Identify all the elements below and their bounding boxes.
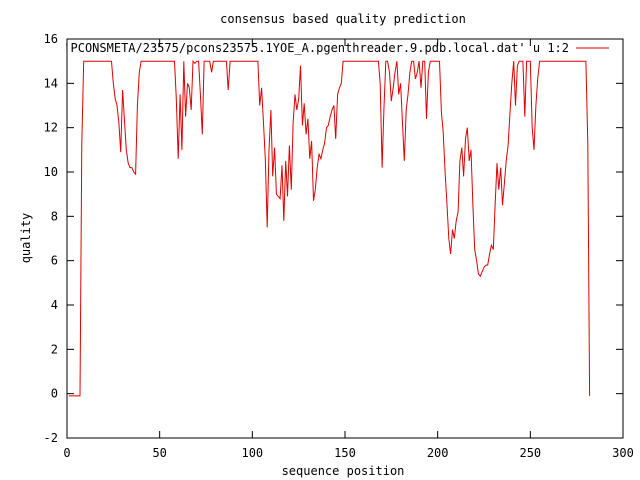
legend: 'PCONSMETA/23575/pcons23575.1YOE_A.pgent… <box>63 41 609 55</box>
y-tick-label: 16 <box>44 32 58 46</box>
series-line <box>68 59 591 397</box>
y-tick-label: 4 <box>51 298 58 312</box>
x-tick-label: 300 <box>612 446 634 460</box>
y-tick-label: 14 <box>44 76 58 90</box>
y-tick-label: -2 <box>44 431 58 445</box>
y-tick-label: 0 <box>51 387 58 401</box>
plot-frame <box>66 38 624 439</box>
y-tick-label: 10 <box>44 165 58 179</box>
chart-title: consensus based quality prediction <box>220 12 466 26</box>
x-tick-label: 250 <box>519 446 541 460</box>
y-axis-title: quality <box>19 213 33 264</box>
y-tick-label: 2 <box>51 342 58 356</box>
x-tick-label: 100 <box>241 446 263 460</box>
y-tick-label: 6 <box>51 254 58 268</box>
y-tick-label: 12 <box>44 121 58 135</box>
x-tick-label: 0 <box>63 446 70 460</box>
y-tick-label: 8 <box>51 209 58 223</box>
series-layer <box>68 59 591 397</box>
x-tick-label: 150 <box>334 446 356 460</box>
x-axis: 0 50 100 150 200 250 300 <box>63 39 634 460</box>
y-axis: -2 0 2 4 6 8 10 12 14 16 <box>44 32 623 445</box>
x-axis-title: sequence position <box>282 464 405 478</box>
x-tick-label: 50 <box>152 446 166 460</box>
x-tick-label: 200 <box>427 446 449 460</box>
legend-label: 'PCONSMETA/23575/pcons23575.1YOE_A.pgent… <box>63 41 569 55</box>
